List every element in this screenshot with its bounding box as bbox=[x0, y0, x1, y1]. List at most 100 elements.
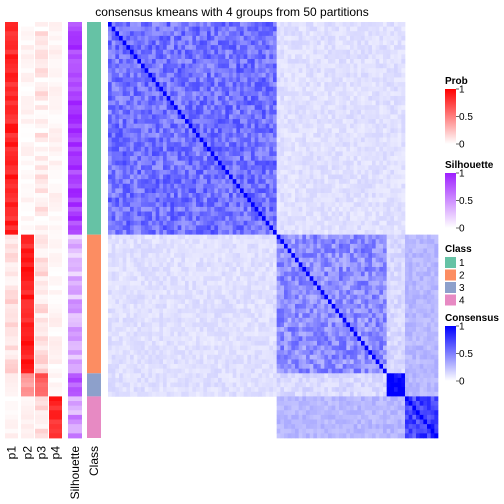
consensus-cell bbox=[276, 137, 281, 143]
consensus-cell bbox=[320, 197, 325, 203]
consensus-cell bbox=[251, 174, 256, 180]
consensus-cell bbox=[174, 183, 179, 189]
consensus-cell bbox=[199, 26, 204, 32]
consensus-cell bbox=[218, 174, 223, 180]
consensus-cell bbox=[331, 216, 336, 222]
consensus-cell bbox=[262, 105, 267, 111]
consensus-cell bbox=[181, 206, 186, 212]
consensus-cell bbox=[284, 86, 289, 92]
consensus-cell bbox=[284, 216, 289, 222]
consensus-cell bbox=[232, 257, 237, 263]
consensus-cell bbox=[247, 91, 252, 97]
consensus-cell bbox=[368, 216, 373, 222]
consensus-cell bbox=[203, 151, 208, 157]
consensus-cell bbox=[254, 142, 259, 148]
consensus-cell bbox=[331, 156, 336, 162]
consensus-cell bbox=[357, 160, 362, 166]
consensus-cell bbox=[306, 197, 311, 203]
consensus-cell bbox=[236, 174, 241, 180]
consensus-cell bbox=[386, 165, 391, 171]
consensus-cell bbox=[383, 119, 388, 125]
consensus-cell bbox=[122, 54, 127, 60]
consensus-cell bbox=[141, 160, 146, 166]
consensus-cell bbox=[287, 58, 292, 64]
consensus-cell bbox=[269, 91, 274, 97]
consensus-cell bbox=[298, 109, 303, 115]
consensus-cell bbox=[258, 77, 263, 83]
consensus-cell bbox=[203, 137, 208, 143]
consensus-cell bbox=[361, 183, 366, 189]
consensus-cell bbox=[346, 183, 351, 189]
consensus-cell bbox=[236, 188, 241, 194]
consensus-cell bbox=[262, 77, 267, 83]
consensus-cell bbox=[185, 165, 190, 171]
consensus-cell bbox=[232, 271, 237, 277]
consensus-cell bbox=[196, 35, 201, 41]
consensus-cell bbox=[368, 262, 373, 268]
consensus-cell bbox=[350, 156, 355, 162]
consensus-cell bbox=[434, 253, 439, 259]
consensus-cell bbox=[298, 239, 303, 245]
prob-cell bbox=[49, 382, 62, 388]
consensus-cell bbox=[357, 86, 362, 92]
consensus-cell bbox=[317, 128, 322, 134]
consensus-cell bbox=[295, 248, 300, 254]
consensus-cell bbox=[144, 174, 149, 180]
consensus-cell bbox=[258, 239, 263, 245]
consensus-cell bbox=[276, 179, 281, 185]
consensus-cell bbox=[265, 266, 270, 272]
consensus-cell bbox=[405, 234, 410, 240]
consensus-cell bbox=[390, 197, 395, 203]
consensus-cell bbox=[163, 188, 168, 194]
consensus-cell bbox=[130, 156, 135, 162]
consensus-cell bbox=[188, 188, 193, 194]
consensus-cell bbox=[115, 68, 120, 74]
consensus-cell bbox=[251, 248, 256, 254]
consensus-cell bbox=[115, 142, 120, 148]
prob-cell bbox=[5, 331, 18, 337]
consensus-cell bbox=[210, 100, 215, 106]
consensus-cell bbox=[236, 58, 241, 64]
consensus-cell bbox=[324, 86, 329, 92]
consensus-cell bbox=[122, 132, 127, 138]
consensus-cell bbox=[163, 216, 168, 222]
consensus-cell bbox=[335, 230, 340, 235]
consensus-cell bbox=[317, 137, 322, 143]
consensus-cell bbox=[313, 119, 318, 125]
consensus-cell bbox=[328, 216, 333, 222]
consensus-cell bbox=[111, 63, 116, 69]
silhouette-cell bbox=[68, 183, 82, 189]
consensus-cell bbox=[298, 160, 303, 166]
consensus-cell bbox=[339, 95, 344, 101]
consensus-cell bbox=[188, 63, 193, 69]
consensus-cell bbox=[115, 22, 120, 27]
consensus-cell bbox=[331, 114, 336, 120]
consensus-cell bbox=[137, 63, 142, 69]
consensus-cell bbox=[214, 45, 219, 51]
consensus-cell bbox=[350, 72, 355, 78]
consensus-cell bbox=[375, 165, 380, 171]
consensus-cell bbox=[221, 45, 226, 51]
consensus-cell bbox=[262, 114, 267, 120]
consensus-cell bbox=[331, 253, 336, 259]
consensus-cell bbox=[339, 220, 344, 226]
consensus-cell bbox=[375, 179, 380, 185]
consensus-cell bbox=[295, 202, 300, 208]
consensus-cell bbox=[262, 211, 267, 217]
consensus-cell bbox=[372, 193, 377, 198]
consensus-cell bbox=[353, 169, 358, 175]
consensus-cell bbox=[221, 119, 226, 125]
consensus-cell bbox=[236, 128, 241, 134]
consensus-cell bbox=[390, 211, 395, 217]
prob-cell bbox=[49, 188, 62, 194]
consensus-cell bbox=[185, 100, 190, 106]
consensus-cell bbox=[225, 22, 230, 27]
consensus-cell bbox=[317, 40, 322, 46]
consensus-cell bbox=[339, 142, 344, 148]
consensus-cell bbox=[324, 262, 329, 268]
consensus-cell bbox=[111, 160, 116, 166]
consensus-cell bbox=[339, 257, 344, 263]
consensus-cell bbox=[141, 234, 146, 240]
consensus-cell bbox=[309, 128, 314, 134]
consensus-cell bbox=[324, 40, 329, 46]
